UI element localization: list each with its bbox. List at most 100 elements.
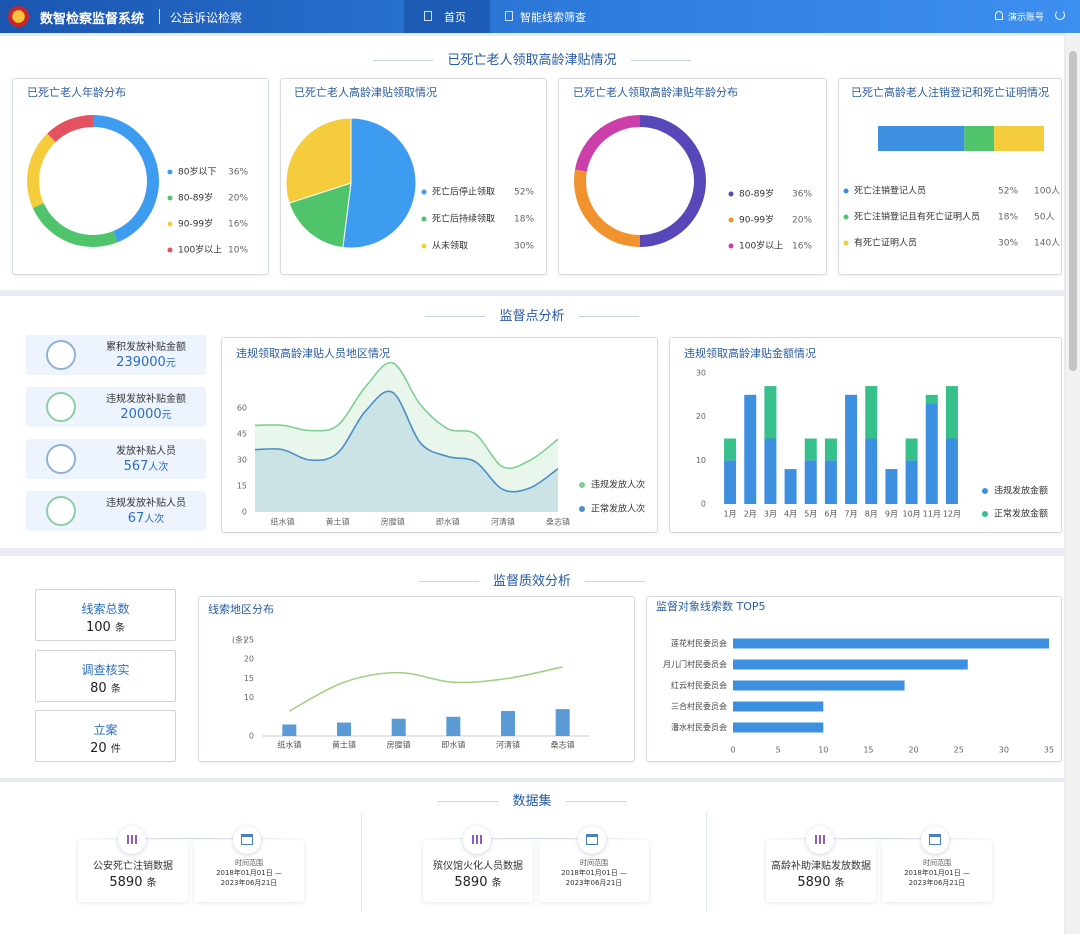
kpi-icon: [46, 444, 76, 474]
nav-icon: [505, 11, 513, 21]
kpi-label: 违规发放补贴金额: [106, 394, 186, 405]
quality-value: 80 条: [36, 680, 175, 696]
scroll-thumb[interactable]: [1069, 51, 1077, 371]
header: 数智检察监督系统 公益诉讼检察 首页 智能线索筛查 演示账号: [0, 0, 1080, 33]
quality-label: 线索总数: [81, 602, 130, 616]
dataset-icon: [578, 826, 606, 854]
section-title-text: 已死亡老人领取高龄津贴情况: [447, 53, 617, 68]
quality-card: 立案 20 件: [35, 710, 176, 762]
kpi-label: 累积发放补贴金额: [106, 342, 186, 353]
range-start: 2018年01月01日 —: [216, 869, 282, 877]
kpi-unit: 元: [161, 410, 172, 421]
dataset-name: 殡仪馆火化人员数据: [433, 861, 523, 872]
section-title-text: 数据集: [512, 794, 552, 809]
kpi-label: 发放补贴人员: [116, 446, 176, 457]
dataset-line: [766, 838, 992, 839]
kpi-unit: 人次: [144, 514, 165, 525]
panel: [280, 78, 547, 275]
icon-calendar: [929, 834, 941, 845]
user-name[interactable]: 演示账号: [1008, 13, 1045, 23]
range-label: 时间范围: [923, 859, 951, 867]
kpi-card: 累积发放补贴金额 239000元: [26, 335, 206, 375]
icon-calendar: [241, 834, 253, 845]
dataset-count: 5890 条: [423, 874, 533, 890]
nav-item[interactable]: 首页: [444, 11, 466, 24]
quality-card: 线索总数 100 条: [35, 589, 176, 641]
quality-card: 调查核实 80 条: [35, 650, 176, 702]
range-end: 2023年06月21日: [220, 879, 278, 887]
range-start: 2018年01月01日 —: [561, 869, 627, 877]
kpi-icon: [46, 340, 76, 370]
user-icon: [995, 11, 1003, 20]
section-title-text: 监督点分析: [499, 309, 565, 324]
quality-value: 20 件: [36, 740, 175, 756]
kpi-unit: 人次: [148, 462, 169, 473]
nav-icon: [424, 11, 432, 21]
icon-bars: [472, 835, 482, 844]
divider: [361, 812, 362, 912]
kpi-icon: [46, 392, 76, 422]
range-label: 时间范围: [235, 859, 263, 867]
dataset-icon: [118, 826, 146, 854]
logout-icon[interactable]: [1055, 10, 1065, 20]
system-title: 数智检察监督系统: [40, 12, 145, 27]
scrollbar: [1066, 33, 1080, 934]
dataset-icon: [233, 826, 261, 854]
nav-active-bg: [404, 0, 490, 33]
kpi-value: 20000元: [86, 406, 206, 422]
nav-item[interactable]: 智能线索筛查: [520, 11, 586, 24]
icon-calendar: [586, 834, 598, 845]
dataset-name: 高龄补助津贴发放数据: [771, 861, 871, 872]
dataset-name: 公安死亡注销数据: [93, 861, 173, 872]
kpi-unit: 元: [165, 358, 176, 369]
icon-bars: [815, 835, 825, 844]
dataset-icon: [921, 826, 949, 854]
quality-label: 调查核实: [81, 663, 130, 677]
dataset-unit: 条: [146, 878, 157, 889]
range-label: 时间范围: [580, 859, 608, 867]
kpi-card: 违规发放补贴金额 20000元: [26, 387, 206, 427]
logo: [8, 6, 29, 27]
quality-value: 100 条: [36, 619, 175, 635]
kpi-label: 违规发放补贴人员: [106, 498, 186, 509]
dataset-line: [78, 838, 304, 839]
quality-number: 100: [86, 620, 111, 635]
kpi-value: 239000元: [86, 354, 206, 370]
quality-unit: 件: [110, 744, 121, 755]
icon-bars: [127, 835, 137, 844]
dataset-count: 5890 条: [78, 874, 188, 890]
range-end: 2023年06月21日: [908, 879, 966, 887]
panel: [838, 78, 1062, 275]
dataset-range-card: 时间范围 2018年01月01日 — 2023年06月21日: [882, 840, 992, 902]
kpi-number: 567: [123, 459, 149, 474]
dataset-unit: 条: [834, 878, 845, 889]
quality-number: 20: [90, 741, 107, 756]
dataset-line: [423, 838, 649, 839]
section-title: 监督质效分析: [0, 570, 1064, 589]
range-start: 2018年01月01日 —: [904, 869, 970, 877]
quality-label: 立案: [93, 723, 118, 737]
dataset-icon: [806, 826, 834, 854]
section-title: 监督点分析: [0, 305, 1064, 324]
panel: [669, 337, 1062, 533]
kpi-number: 67: [127, 511, 145, 526]
kpi-icon: [46, 496, 76, 526]
subsystem: 公益诉讼检察: [170, 11, 243, 25]
kpi-value: 567人次: [86, 458, 206, 474]
kpi-number: 20000: [120, 407, 162, 422]
quality-unit: 条: [110, 684, 121, 695]
section-title-text: 监督质效分析: [492, 574, 571, 589]
divider: [706, 812, 707, 912]
kpi-card: 违规发放补贴人员 67人次: [26, 491, 206, 531]
panel: [221, 337, 658, 533]
range-end: 2023年06月21日: [565, 879, 623, 887]
panel: [646, 596, 1062, 762]
panel: [198, 596, 635, 762]
panel: [12, 78, 269, 275]
dataset-count: 5890 条: [766, 874, 876, 890]
kpi-value: 67人次: [86, 510, 206, 526]
divider: [159, 9, 160, 24]
dataset-number: 5890: [109, 875, 143, 890]
dataset-number: 5890: [797, 875, 831, 890]
